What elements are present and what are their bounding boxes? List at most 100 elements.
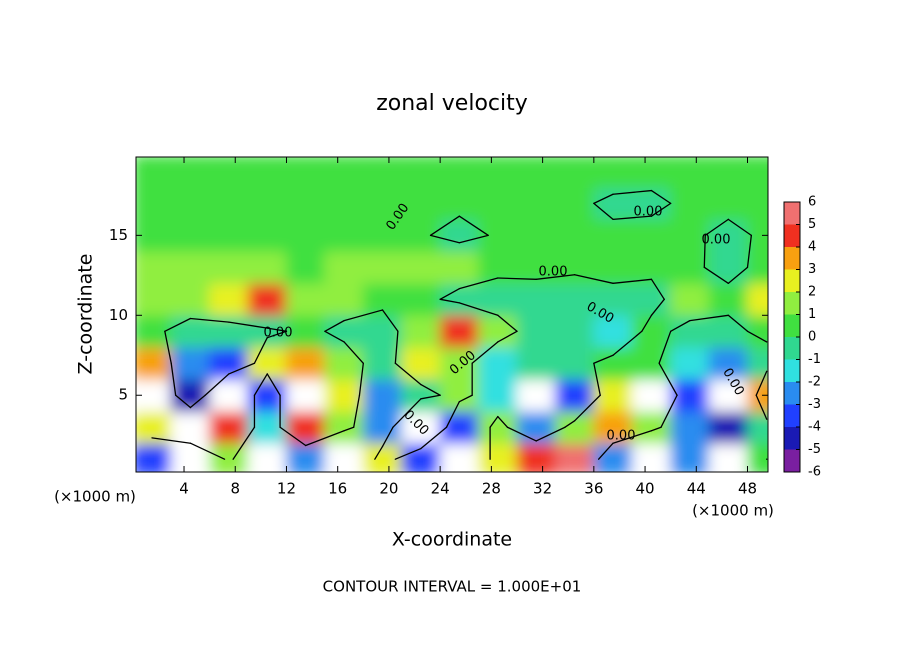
cell: [401, 250, 441, 284]
contour-line: [597, 442, 614, 460]
colorbar-swatch: [784, 359, 800, 382]
x-tick-label: 20: [379, 480, 398, 498]
contour-line: [458, 277, 499, 290]
x-tick-label: 36: [584, 480, 603, 498]
contour-line: [658, 362, 678, 396]
cell: [554, 218, 595, 252]
colorbar-swatch: [784, 202, 800, 225]
x-tick-label: 16: [328, 480, 347, 498]
cell: [362, 218, 403, 252]
contour-line: [497, 314, 518, 332]
cell: [554, 410, 595, 444]
cell: [439, 186, 480, 220]
contour-line: [755, 394, 768, 420]
contour-line: [535, 274, 576, 280]
cell: [362, 378, 403, 412]
cell: [747, 250, 768, 284]
cell: [136, 282, 172, 316]
cell: [401, 442, 441, 472]
cell: [401, 218, 441, 252]
cell: [747, 218, 768, 252]
contour-line: [458, 394, 473, 403]
cell: [285, 314, 326, 348]
contour-line: [353, 394, 361, 428]
cell: [593, 314, 633, 348]
cell: [708, 186, 749, 220]
cell: [362, 186, 403, 220]
cell: [170, 282, 211, 316]
cell: [247, 250, 287, 284]
contour-line: [266, 330, 288, 339]
cell: [631, 218, 672, 252]
cell: [362, 314, 403, 348]
cell: [285, 442, 326, 472]
contour-line: [305, 430, 345, 447]
contour-line: [658, 330, 672, 364]
cell: [516, 378, 556, 412]
contour-line: [164, 330, 172, 364]
contour-line: [439, 298, 461, 304]
cell: [670, 442, 710, 472]
colorbar-swatch: [784, 247, 800, 270]
cell: [747, 378, 768, 412]
contour-line: [189, 394, 206, 409]
cell: [209, 186, 249, 220]
contours: [151, 189, 768, 460]
chart-title: zonal velocity: [376, 91, 528, 116]
contour-line: [497, 277, 537, 280]
cell: [439, 314, 480, 348]
contour-line: [564, 420, 576, 428]
contour-line: [253, 337, 268, 364]
cell: [478, 410, 518, 444]
cell: [136, 157, 172, 188]
cell: [247, 157, 287, 188]
contour-line: [392, 398, 422, 428]
cell: [170, 218, 211, 252]
colorbar-swatch: [784, 404, 800, 427]
cell: [285, 378, 326, 412]
cell: [401, 346, 441, 380]
contour-line: [471, 341, 499, 364]
contour-line: [228, 362, 256, 375]
cell: [670, 218, 710, 252]
colorbar-tick-label: -1: [808, 352, 821, 367]
contour-line: [279, 426, 307, 447]
cell: [593, 346, 633, 380]
cell: [708, 442, 749, 472]
contour-line: [650, 426, 662, 432]
contour-label: 0.00: [702, 233, 731, 248]
contour-line: [189, 442, 226, 460]
cell: [362, 410, 403, 444]
colorbar-tick-label: 3: [808, 262, 816, 277]
cell: [670, 346, 710, 380]
cell: [362, 250, 403, 284]
cell: [324, 250, 364, 284]
cell: [401, 378, 441, 412]
contour-line: [343, 341, 364, 364]
cell: [631, 410, 672, 444]
colorbar-tick-label: 6: [808, 195, 816, 210]
cell: [478, 218, 518, 252]
contour-line: [374, 445, 384, 460]
contour-line: [394, 447, 422, 460]
cell: [285, 250, 326, 284]
contour-label: 0.00: [539, 265, 568, 280]
cell: [209, 250, 249, 284]
colorbar-swatch: [784, 449, 800, 472]
contour-line: [703, 234, 706, 268]
cell: [516, 157, 556, 188]
contour-line: [458, 302, 499, 316]
contour-line: [266, 373, 281, 396]
x-tick-label: 44: [687, 480, 706, 498]
x-axis-label: X-coordinate: [392, 529, 512, 551]
colorbar-tick-label: -3: [808, 397, 821, 412]
contour-line: [593, 354, 614, 364]
colorbar-tick-label: 4: [808, 240, 816, 255]
cell: [209, 442, 249, 472]
contour-line: [394, 362, 422, 386]
cell: [708, 410, 749, 444]
cells: [136, 157, 768, 472]
x-tick-label: 8: [230, 480, 240, 498]
colorbar-tick-label: -4: [808, 420, 821, 435]
contour-line: [612, 330, 643, 356]
